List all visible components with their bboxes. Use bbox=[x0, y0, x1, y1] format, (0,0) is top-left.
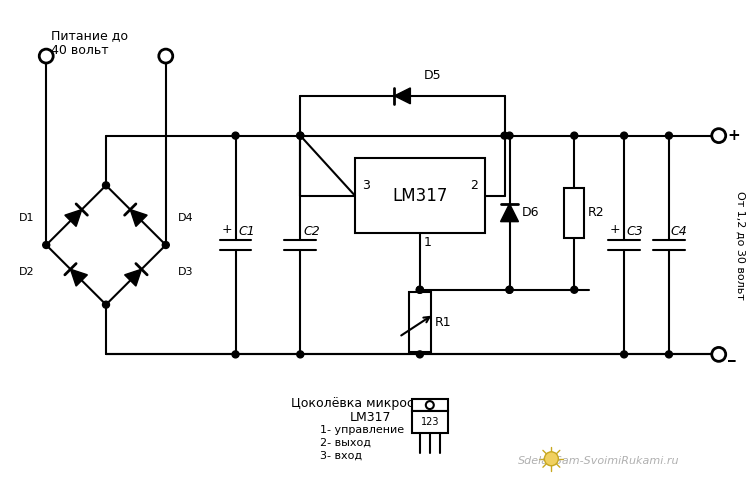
Text: _: _ bbox=[728, 347, 736, 362]
Circle shape bbox=[711, 129, 726, 142]
Circle shape bbox=[417, 286, 423, 293]
Text: C4: C4 bbox=[671, 225, 688, 238]
Bar bbox=[355, 159, 485, 233]
Text: +: + bbox=[609, 223, 620, 236]
Text: 123: 123 bbox=[420, 417, 439, 427]
Text: Питание до
40 вольт: Питание до 40 вольт bbox=[51, 29, 129, 57]
Text: D2: D2 bbox=[19, 267, 34, 277]
Bar bbox=[564, 188, 584, 238]
Circle shape bbox=[426, 401, 434, 409]
Circle shape bbox=[711, 348, 726, 361]
Circle shape bbox=[571, 286, 578, 293]
Text: C1: C1 bbox=[238, 225, 256, 238]
Text: 1: 1 bbox=[424, 236, 432, 249]
Polygon shape bbox=[70, 269, 88, 286]
Text: 2: 2 bbox=[469, 179, 478, 192]
Circle shape bbox=[417, 351, 423, 358]
Polygon shape bbox=[500, 204, 519, 221]
Text: R1: R1 bbox=[435, 316, 451, 328]
Circle shape bbox=[39, 49, 53, 63]
Polygon shape bbox=[130, 210, 147, 226]
Text: D6: D6 bbox=[522, 206, 539, 219]
Text: D5: D5 bbox=[423, 69, 441, 82]
Circle shape bbox=[159, 49, 173, 63]
Polygon shape bbox=[125, 269, 141, 286]
Bar bbox=[412, 411, 448, 433]
Circle shape bbox=[297, 351, 304, 358]
Text: SdelaySam-SvoimiRukami.ru: SdelaySam-SvoimiRukami.ru bbox=[519, 456, 680, 466]
Text: R2: R2 bbox=[588, 206, 605, 219]
Text: От 1,2 до 30 вольт: От 1,2 до 30 вольт bbox=[736, 191, 745, 300]
Circle shape bbox=[506, 286, 513, 293]
Polygon shape bbox=[65, 210, 82, 226]
Circle shape bbox=[665, 351, 672, 358]
Circle shape bbox=[544, 452, 559, 466]
Circle shape bbox=[297, 132, 304, 139]
Circle shape bbox=[232, 132, 239, 139]
Circle shape bbox=[501, 132, 508, 139]
Text: +: + bbox=[222, 223, 233, 236]
Text: D4: D4 bbox=[178, 213, 194, 223]
Text: LM317: LM317 bbox=[349, 411, 391, 424]
Text: D3: D3 bbox=[178, 267, 194, 277]
Text: 3- вход: 3- вход bbox=[321, 451, 362, 461]
Circle shape bbox=[665, 132, 672, 139]
Circle shape bbox=[621, 351, 627, 358]
Text: LM317: LM317 bbox=[392, 187, 448, 205]
Circle shape bbox=[297, 132, 304, 139]
Polygon shape bbox=[395, 88, 411, 104]
Text: D1: D1 bbox=[19, 213, 34, 223]
Text: C2: C2 bbox=[303, 225, 320, 238]
Circle shape bbox=[417, 286, 423, 293]
Circle shape bbox=[163, 242, 169, 248]
Circle shape bbox=[506, 132, 513, 139]
Circle shape bbox=[571, 132, 578, 139]
Bar bbox=[409, 292, 431, 352]
Text: 3: 3 bbox=[362, 179, 370, 192]
Text: 2- выход: 2- выход bbox=[321, 438, 371, 448]
Text: 1- управление: 1- управление bbox=[321, 425, 404, 435]
Circle shape bbox=[103, 301, 110, 308]
Bar bbox=[412, 399, 448, 411]
Circle shape bbox=[506, 286, 513, 293]
Circle shape bbox=[232, 351, 239, 358]
Text: C3: C3 bbox=[626, 225, 643, 238]
Circle shape bbox=[103, 182, 110, 189]
Circle shape bbox=[621, 132, 627, 139]
Circle shape bbox=[43, 242, 50, 248]
Text: Цоколёвка микросхемы: Цоколёвка микросхемы bbox=[291, 397, 449, 410]
Text: +: + bbox=[728, 128, 740, 143]
